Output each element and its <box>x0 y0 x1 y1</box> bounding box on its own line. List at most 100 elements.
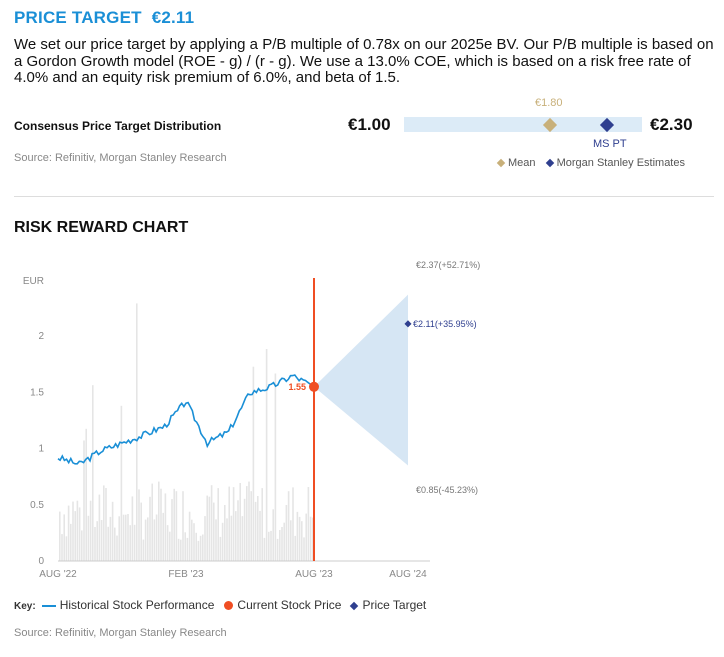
volume-bar <box>298 516 301 561</box>
y-axis-label: EUR <box>23 276 44 287</box>
risk-reward-chart: EUR 00.511.52 AUG '22 FEB '23 AUG '23 AUG '… <box>23 260 480 580</box>
volume-bar <box>186 537 189 561</box>
volume-bar <box>239 483 241 561</box>
volume-bar <box>166 525 169 561</box>
legend-mean-marker <box>496 158 506 167</box>
volume-bar <box>213 502 215 561</box>
volume-bar <box>285 505 288 561</box>
volume-bar <box>307 487 310 561</box>
series-historical-line <box>57 374 315 465</box>
volume-bar <box>89 500 92 561</box>
volume-bar <box>226 518 228 561</box>
volume-bar <box>83 440 85 561</box>
volume-bar <box>78 507 81 561</box>
y-tick-label: 0 <box>38 556 44 567</box>
volume-bar <box>252 366 255 561</box>
volume-bar <box>129 525 131 561</box>
volume-bar <box>169 531 171 561</box>
volume-bar <box>94 527 96 561</box>
volume-bar <box>162 512 164 561</box>
volume-bar <box>155 514 158 561</box>
volume-bar <box>144 519 147 561</box>
volume-bar <box>254 501 257 561</box>
volume-bar <box>228 486 230 561</box>
consensus-mean-label: €1.80 <box>535 97 563 109</box>
legend-ms-label: Morgan Stanley Estimates <box>556 157 685 169</box>
volume-bar <box>259 510 261 561</box>
volume-bar <box>151 483 153 561</box>
volume-bar <box>188 511 191 561</box>
y-tick-label: 0.5 <box>30 500 44 511</box>
volume-bar <box>105 488 107 561</box>
volume-bar <box>210 485 213 561</box>
volume-bar <box>184 532 186 561</box>
volume-bar <box>120 405 123 561</box>
volume-bar <box>204 516 206 561</box>
volume-bar <box>265 349 268 561</box>
volume-bar <box>147 517 149 561</box>
price-target-title: PRICE TARGET €2.11 <box>14 8 194 28</box>
volume-bar <box>164 493 167 561</box>
scenario-bear-label: €0.85(-45.23%) <box>416 485 478 495</box>
volume-bar <box>98 494 101 561</box>
volume-bar <box>149 496 151 561</box>
key-line-marker <box>41 604 56 607</box>
volume-bar <box>67 505 70 561</box>
volume-bar <box>287 491 290 561</box>
volume-bar <box>74 511 76 561</box>
price-target-label: PRICE TARGET <box>14 8 142 27</box>
volume-bars <box>59 303 314 561</box>
y-tick-label: 2 <box>38 331 44 342</box>
consensus-low: €1.00 <box>348 115 391 134</box>
x-ticks: AUG '22 FEB '23 AUG '23 AUG '24 <box>39 569 427 580</box>
volume-bar <box>290 520 292 561</box>
volume-bar <box>76 500 79 561</box>
risk-reward-title: RISK REWARD CHART <box>14 219 189 236</box>
key-current-marker <box>224 601 234 611</box>
volume-bar <box>72 501 74 561</box>
volume-bar <box>180 539 182 561</box>
key-target: Price Target <box>362 598 427 612</box>
volume-bar <box>63 514 65 561</box>
legend-ms-marker <box>545 158 554 167</box>
x-tick-label: AUG '23 <box>295 569 333 580</box>
volume-bar <box>301 521 303 561</box>
volume-bar <box>125 514 127 561</box>
volume-bar <box>309 516 312 561</box>
volume-bar <box>153 519 156 561</box>
current-price-marker <box>309 381 319 392</box>
volume-bar <box>237 500 239 561</box>
volume-bar <box>270 530 272 561</box>
chart-source-note: Source: Refinitiv, Morgan Stanley Resear… <box>14 627 227 639</box>
volume-bar <box>114 527 116 561</box>
consensus-bar <box>404 117 642 132</box>
volume-bar <box>92 385 94 561</box>
current-price-label: 1.55 <box>288 382 306 392</box>
volume-bar <box>122 514 125 561</box>
volume-bar <box>281 527 283 561</box>
volume-bar <box>173 488 175 561</box>
volume-bar <box>215 519 217 561</box>
volume-bar <box>261 488 263 561</box>
key-current: Current Stock Price <box>237 598 342 612</box>
volume-bar <box>70 523 72 561</box>
volume-bar <box>131 496 134 561</box>
volume-bar <box>160 488 162 561</box>
volume-bar <box>279 530 281 561</box>
volume-bar <box>197 540 200 561</box>
volume-bar <box>235 511 237 561</box>
volume-bar <box>283 522 285 561</box>
y-tick-label: 1 <box>38 444 44 455</box>
volume-bar <box>257 496 259 561</box>
volume-bar <box>127 514 129 561</box>
volume-bar <box>276 538 279 561</box>
volume-bar <box>142 539 145 561</box>
price-target-paragraph: We set our price target by applying a P/… <box>14 36 714 86</box>
consensus-ms-label: MS PT <box>593 138 627 150</box>
volume-bar <box>274 373 277 561</box>
volume-bar <box>243 498 246 561</box>
volume-bar <box>232 487 235 561</box>
volume-bar <box>182 491 184 561</box>
volume-bar <box>65 536 68 561</box>
volume-bar <box>109 516 112 561</box>
